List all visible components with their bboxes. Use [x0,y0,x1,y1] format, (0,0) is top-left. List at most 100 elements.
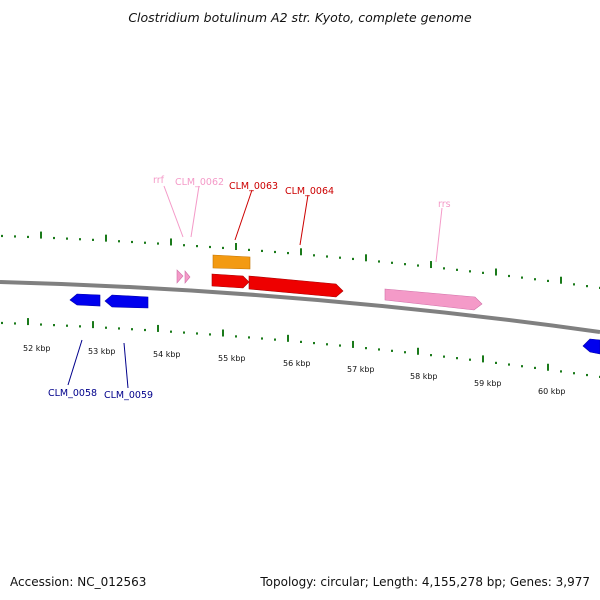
major-tick [105,234,107,242]
tick-track-top [1,231,600,289]
minor-tick [14,322,16,325]
minor-tick [66,324,68,327]
feature-rrf[interactable] [176,269,184,284]
minor-tick [495,361,497,364]
minor-tick [443,267,445,270]
minor-tick [274,250,276,254]
minor-tick [430,354,432,357]
scale-label: 60 kbp [538,387,566,396]
minor-tick [508,363,510,366]
callout-lines [67,185,443,389]
minor-tick [391,261,393,264]
major-tick [235,243,237,251]
feature-blue-right-edge[interactable] [582,338,600,355]
minor-tick [586,285,588,288]
major-tick [300,248,302,256]
callout-line-clm-0059 [123,342,129,389]
minor-tick [274,338,276,341]
minor-tick [209,333,211,336]
minor-tick [508,274,510,278]
feature-clm-0064[interactable] [248,275,344,298]
minor-tick [560,370,562,373]
major-tick [287,334,289,342]
features [69,254,600,355]
minor-tick [404,263,406,266]
minor-tick [534,278,536,281]
callout-line-clm-0063 [234,189,253,241]
feature-orange[interactable] [212,254,251,270]
minor-tick [391,349,393,352]
minor-tick [313,341,315,345]
major-tick [222,329,224,337]
minor-tick [573,372,575,375]
minor-tick [313,254,315,257]
scale-label: 59 kbp [474,379,502,388]
scale-label: 56 kbp [283,359,311,368]
minor-tick [144,328,146,332]
minor-tick [248,336,250,339]
label-rrs: rrs [438,199,451,210]
minor-tick [66,237,68,240]
minor-tick [157,242,159,245]
scale-label: 54 kbp [153,350,181,359]
minor-tick [1,234,3,238]
minor-tick [261,249,263,253]
label-clm-0063: CLM_0063 [229,181,278,192]
feature-clm-0063[interactable] [211,273,250,289]
minor-tick [183,244,185,247]
tick-track-bottom [1,318,600,378]
major-tick [352,340,354,348]
major-tick [495,268,497,276]
minor-tick [248,248,250,252]
minor-tick [131,240,133,244]
minor-tick [196,332,198,335]
minor-tick [300,340,302,343]
minor-tick [352,257,354,261]
scale-label: 52 kbp [23,344,51,353]
minor-tick [105,326,107,329]
feature-clm-0059[interactable] [104,294,149,309]
major-tick [560,276,562,284]
genome-backbone [0,280,600,334]
minor-tick [469,270,471,273]
minor-tick [118,240,120,243]
major-tick [547,363,549,371]
minor-tick [196,244,198,248]
callout-line-rrf [163,185,184,238]
minor-tick [456,357,458,360]
feature-clm-0058[interactable] [69,293,101,307]
minor-tick [183,331,185,334]
minor-tick [287,251,289,255]
minor-tick [326,343,328,346]
minor-tick [27,235,29,239]
minor-tick [586,373,588,377]
label-clm-0062: CLM_0062 [175,177,224,188]
minor-tick [469,358,471,361]
minor-tick [53,324,55,327]
minor-tick [144,241,146,244]
minor-tick [339,344,341,347]
minor-tick [482,271,484,274]
major-tick [92,321,94,329]
minor-tick [235,335,237,338]
minor-tick [131,328,133,331]
minor-tick [79,325,81,328]
label-rrf: rrf [153,175,165,186]
scale-label: 57 kbp [347,365,375,374]
minor-tick [521,365,523,368]
major-tick [365,254,367,262]
minor-tick [443,355,445,358]
feature-clm-0062[interactable] [184,270,191,284]
major-tick [27,318,29,326]
minor-tick [417,264,419,267]
minor-tick [118,327,120,330]
minor-tick [40,323,42,326]
feature-rrs[interactable] [384,288,483,311]
major-tick [40,231,42,239]
callout-line-rrs [435,207,443,263]
scale-label: 55 kbp [218,354,246,363]
minor-tick [326,255,328,258]
major-tick [157,324,159,332]
minor-tick [170,330,172,333]
major-tick [417,347,419,355]
